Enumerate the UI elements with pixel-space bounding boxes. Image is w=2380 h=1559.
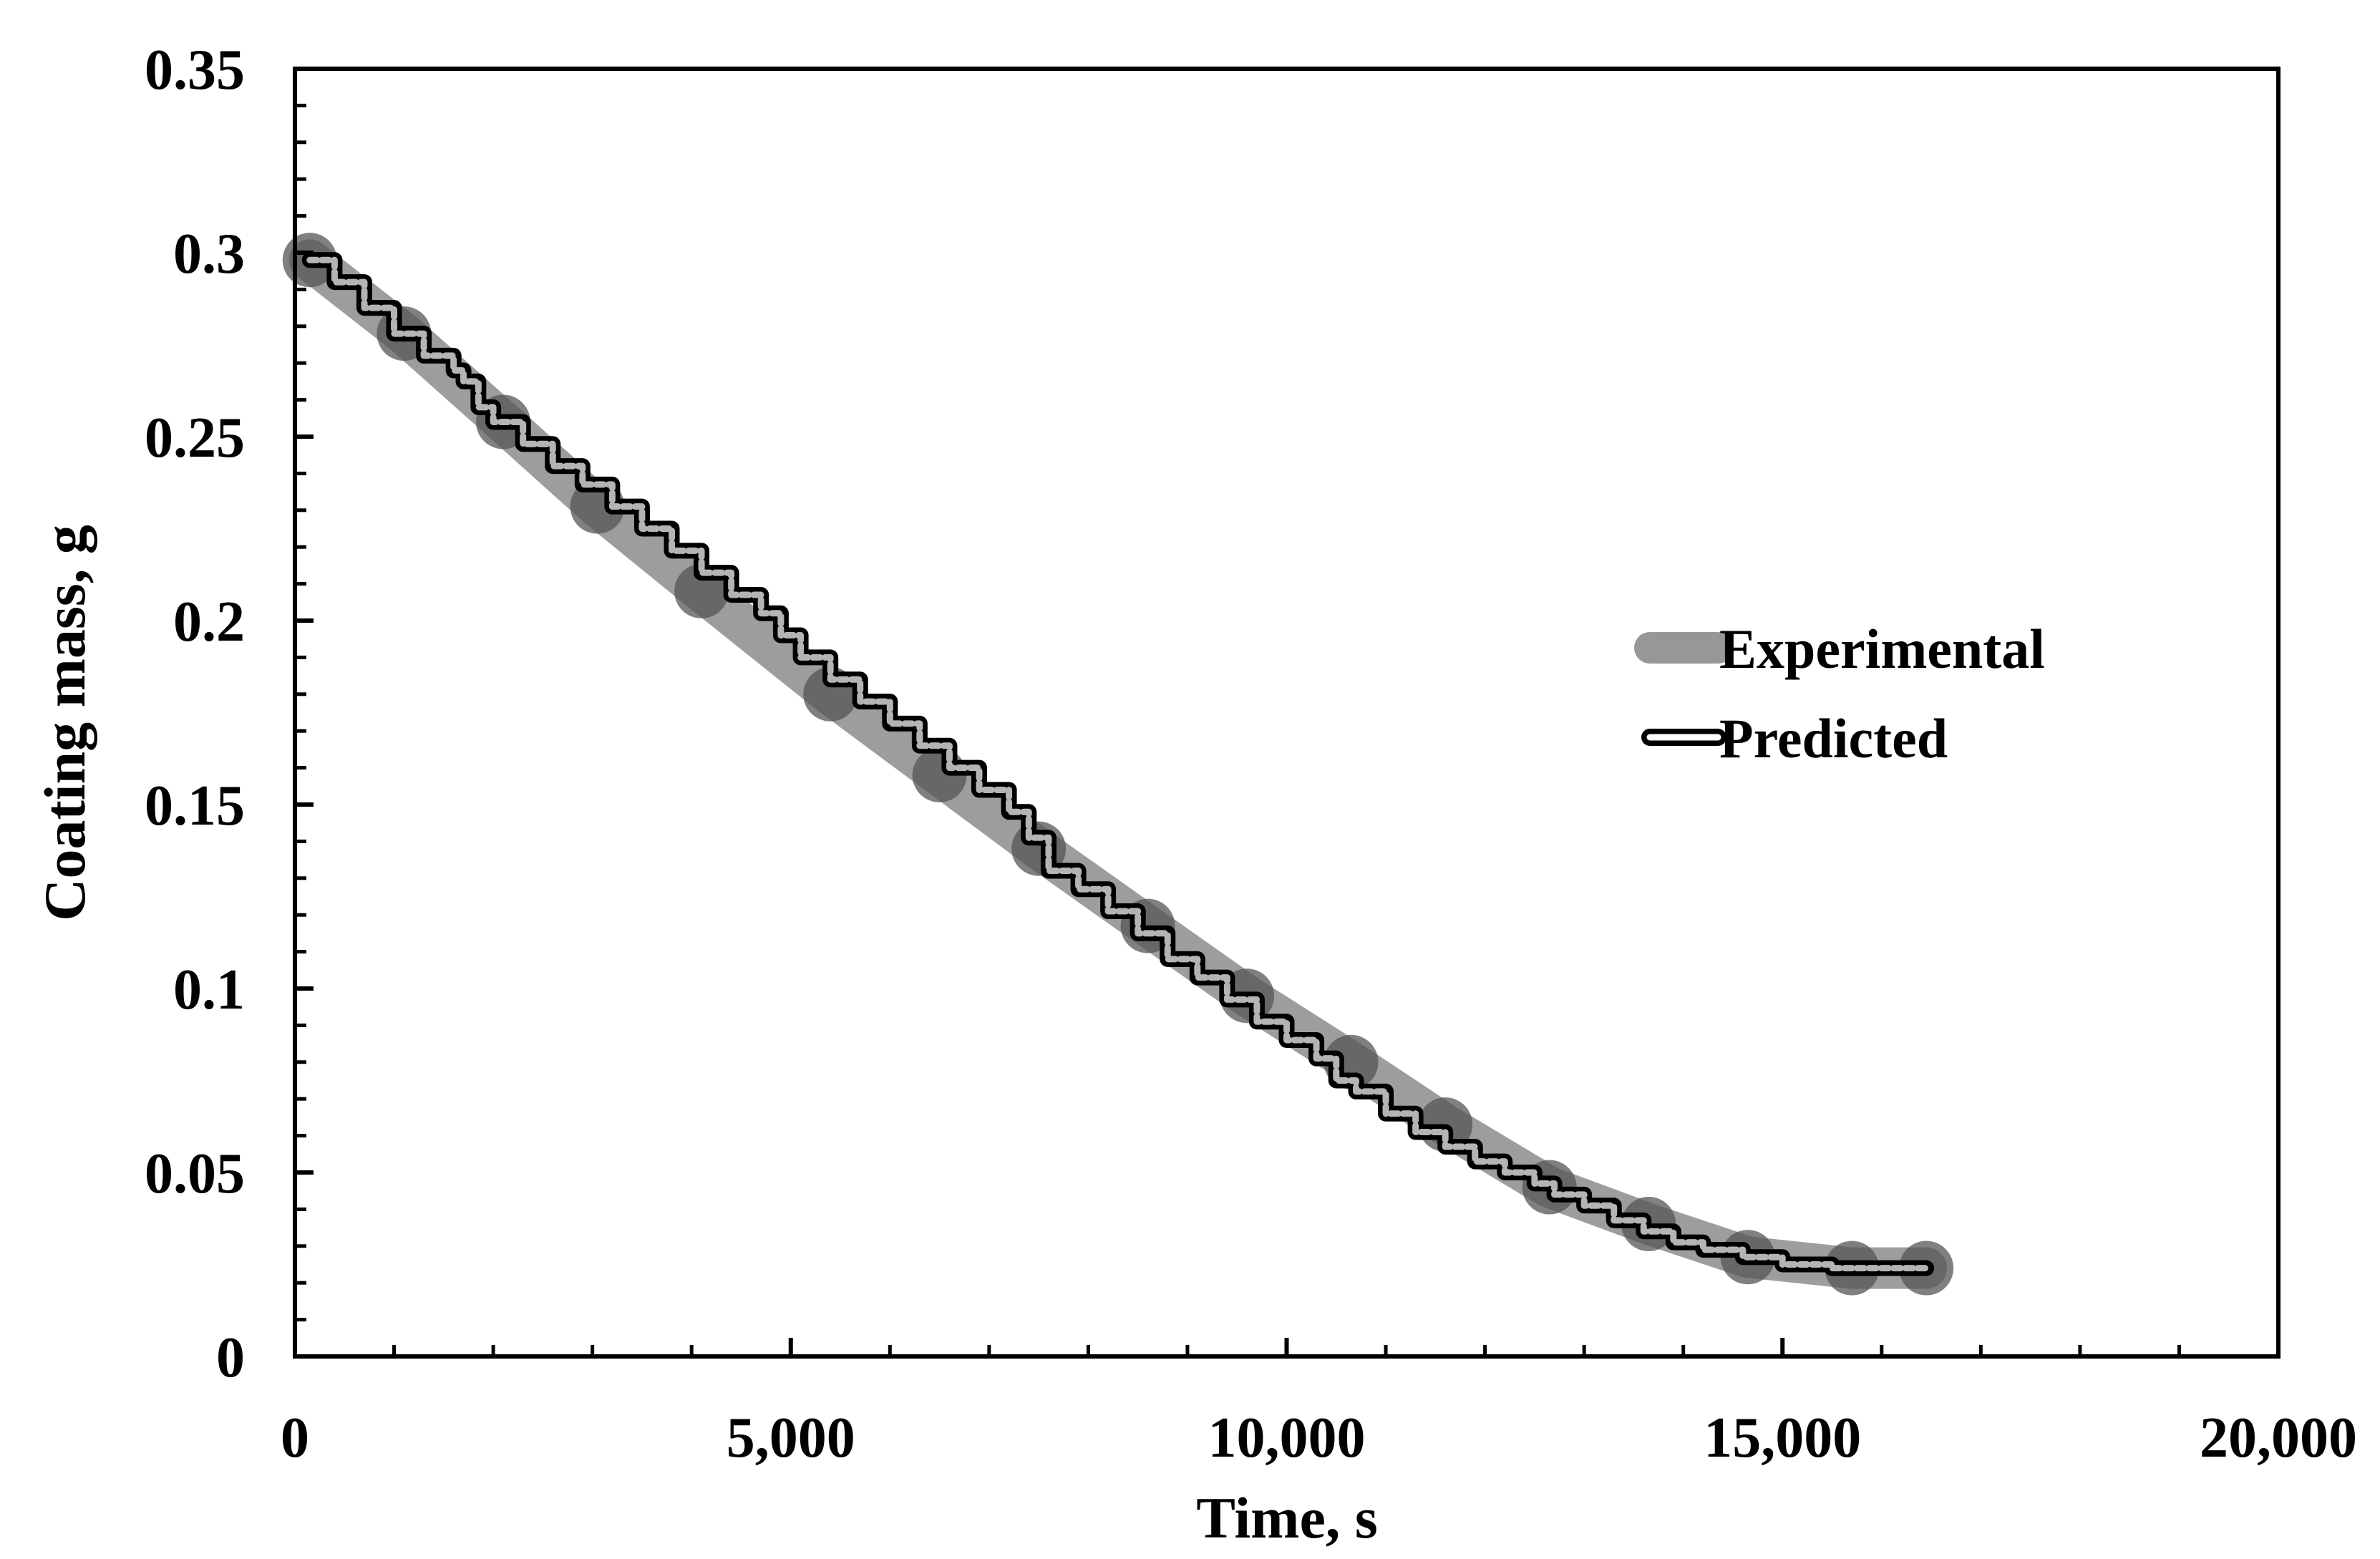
x-tick-label: 5,000: [727, 1407, 855, 1470]
experimental-series-line: [288, 239, 1948, 1289]
predicted-series-line: [306, 256, 1930, 1272]
y-tick-label: 0.05: [145, 1142, 245, 1205]
x-tick-label: 20,000: [2200, 1407, 2357, 1470]
legend-label-experimental: Experimental: [1719, 618, 2045, 680]
x-axis-title: Time, s: [1196, 1485, 1378, 1550]
y-tick-label: 0.1: [173, 958, 245, 1021]
x-tick-label: 10,000: [1208, 1407, 1366, 1470]
predicted-series-outline: [301, 252, 1935, 1276]
legend-label-predicted: Predicted: [1719, 707, 1948, 769]
x-tick-label: 0: [281, 1407, 309, 1470]
y-axis-title: Coating mass, g: [32, 525, 97, 921]
y-tick-label: 0: [216, 1326, 245, 1389]
plot-frame: [293, 67, 2281, 1359]
y-tick-label: 0.2: [173, 591, 245, 654]
y-tick-label: 0.25: [145, 407, 245, 470]
legend: Experimental Predicted: [1634, 618, 2045, 769]
x-tick-label: 15,000: [1704, 1407, 1861, 1470]
y-tick-label: 0.15: [145, 774, 245, 837]
y-tick-label: 0.35: [145, 39, 245, 102]
y-tick-label: 0.3: [173, 223, 245, 286]
